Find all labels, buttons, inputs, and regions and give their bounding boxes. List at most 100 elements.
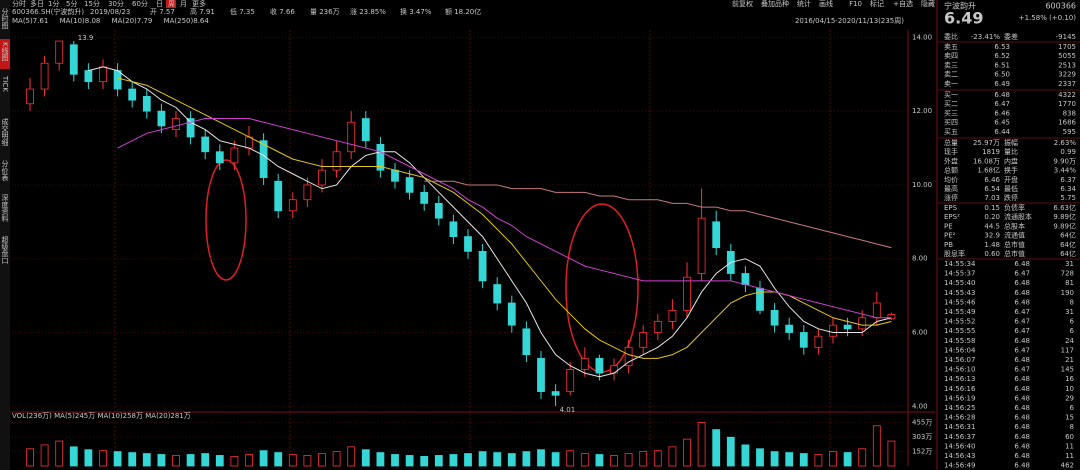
tool-button[interactable]: 叠加品种: [761, 0, 789, 8]
tool-button[interactable]: 统计: [797, 0, 811, 8]
y-tick-label: 12.00: [912, 107, 932, 115]
tool-button[interactable]: 隐藏: [921, 0, 935, 8]
side-tab[interactable]: 分价表: [1, 159, 9, 182]
volume-bar: [420, 456, 429, 467]
volume-bar: [726, 436, 735, 467]
volume-bar: [756, 448, 764, 467]
info-item: 高 7.91: [190, 7, 215, 16]
volume-bar: [69, 446, 78, 467]
period-tab[interactable]: 更多: [192, 0, 206, 8]
tick-price: 6.47: [1014, 270, 1030, 278]
panel-cell: 4322: [1058, 91, 1076, 99]
tick-volume: 462: [1061, 462, 1074, 470]
panel-cell: 0.60: [984, 250, 1000, 258]
side-tab[interactable]: TICK: [1, 75, 9, 92]
tick-price: 6.47: [1014, 327, 1030, 335]
volume-bar: [683, 438, 691, 467]
panel-cell: 总市值: [1004, 240, 1025, 249]
period-tab[interactable]: 15分: [84, 0, 100, 8]
volume-tick-label: 303万: [912, 433, 932, 441]
candle-body: [142, 96, 151, 112]
panel-cell: 流通值: [1004, 231, 1025, 240]
y-tick-label: 4.00: [912, 402, 928, 410]
candle-body: [829, 324, 837, 337]
period-tab[interactable]: 月: [180, 0, 187, 8]
volume-bar: [142, 453, 151, 467]
tool-button[interactable]: F10: [849, 0, 862, 8]
volume-bar: [858, 448, 867, 467]
high-label: 13.9: [78, 34, 94, 42]
period-tab[interactable]: 5分: [66, 0, 77, 8]
y-tick-label: 10.00: [912, 181, 932, 189]
legend-item: MA(5)7.61: [12, 17, 48, 25]
candle-body: [215, 151, 224, 164]
panel-cell: 6.45: [994, 119, 1010, 127]
panel-cell: 委比: [944, 32, 958, 41]
tick-volume: 6: [1070, 318, 1075, 326]
side-tab[interactable]: 成交明细: [1, 117, 9, 147]
volume-bar: [741, 444, 750, 467]
tick-volume: 24: [1065, 337, 1074, 345]
period-tab[interactable]: 周: [168, 0, 175, 8]
tool-button[interactable]: 画线: [819, 0, 833, 8]
tick-volume: 6: [1070, 404, 1075, 412]
panel-cell: 6.51: [994, 61, 1010, 69]
panel-cell: -9145: [1056, 33, 1076, 41]
period-tab[interactable]: 多日: [30, 0, 44, 8]
info-item: 量 236万: [310, 8, 340, 16]
period-tab[interactable]: 分时: [12, 0, 26, 8]
period-tab[interactable]: 60分: [132, 0, 148, 8]
candle-body: [464, 236, 472, 252]
panel-cell: 1770: [1058, 100, 1076, 108]
volume-bar: [580, 453, 589, 467]
volume-bar: [391, 454, 399, 467]
side-tab[interactable]: 分时图: [1, 7, 9, 30]
panel-cell: 838: [1063, 109, 1076, 117]
tick-time: 14:56:10: [944, 366, 975, 374]
panel-cell: 6.47: [994, 100, 1010, 108]
candle-body: [157, 110, 166, 127]
candle-body: [683, 276, 691, 311]
candle-body: [843, 324, 852, 330]
tool-button[interactable]: +自选: [893, 0, 913, 8]
tick-time: 14:56:07: [944, 356, 975, 364]
tool-button[interactable]: 前复权: [732, 0, 753, 8]
candle-body: [69, 44, 78, 75]
side-tab[interactable]: 深度资料: [1, 193, 9, 223]
period-tab[interactable]: 30分: [108, 0, 124, 8]
volume-bar: [99, 450, 107, 467]
tick-price: 6.48: [1014, 260, 1030, 268]
panel-cell: 负债率: [1004, 203, 1025, 212]
tool-button[interactable]: 标记: [870, 0, 884, 8]
candle-body: [493, 284, 502, 304]
tick-volume: 145: [1061, 366, 1074, 374]
moving-average: [88, 66, 892, 378]
period-tab[interactable]: 日: [156, 0, 163, 8]
stock-name: 宁波韵升: [944, 1, 976, 11]
volume-bar: [610, 455, 618, 467]
panel-cell: 6.52: [994, 52, 1010, 60]
tick-price: 6.48: [1014, 289, 1030, 297]
volume-bar: [26, 448, 34, 467]
volume-bar: [464, 453, 472, 467]
period-tab[interactable]: 1分: [48, 0, 59, 8]
candle-body: [259, 140, 268, 178]
volume-bar: [639, 451, 648, 467]
volume-bar: [843, 452, 852, 467]
panel-cell: 6.63亿: [1053, 203, 1076, 212]
side-tab[interactable]: K线图: [1, 42, 9, 62]
panel-cell: 2337: [1058, 80, 1076, 88]
tick-price: 6.47: [1014, 308, 1030, 316]
tick-time: 14:56:25: [944, 404, 975, 412]
side-tab[interactable]: 超级盘口: [1, 235, 9, 264]
moving-average: [424, 180, 892, 249]
volume-bar: [449, 454, 458, 467]
tick-price: 6.48: [1014, 385, 1030, 393]
candle-body: [507, 302, 516, 326]
volume-bar: [405, 455, 414, 467]
candle-body: [434, 202, 443, 219]
volume-bar: [230, 456, 239, 467]
